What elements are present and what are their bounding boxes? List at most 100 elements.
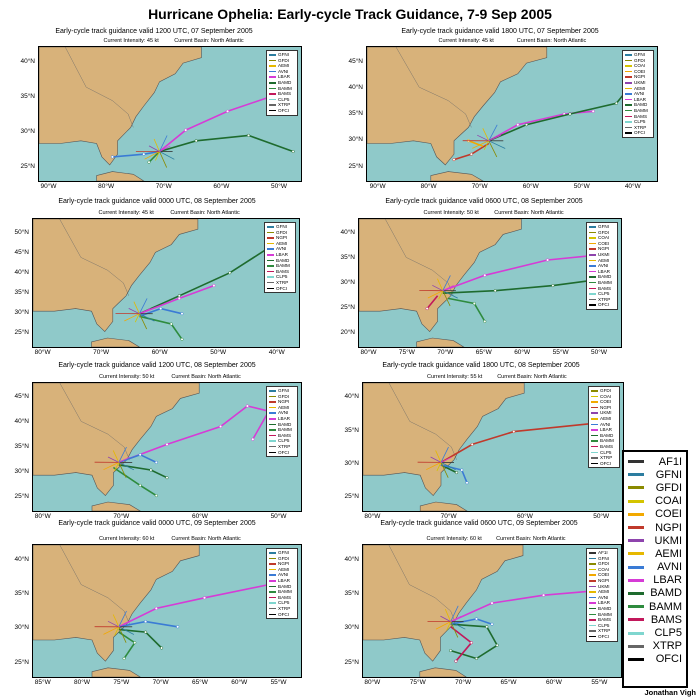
legend-label: NGPI [600,404,612,410]
panel-legend-item: XTRP [625,125,651,131]
panel-legend-item: GFNI [269,52,295,58]
track-point [425,307,429,311]
legend-label: OFCI [278,107,289,113]
panel-legend: GFNI GFDI AEMI AVNI LBAR BAMD BAMM BAMS CLP5 XTRP… [266,50,298,116]
legend-item: NGPI [628,521,682,534]
legend-label: NGPI [276,235,288,241]
legend-label: NGPI [634,74,646,80]
legend-swatch [628,631,644,635]
land-cuba [419,667,467,677]
land-north-america [363,545,524,662]
track-panel: Early-cycle track guidance valid 0000 UT… [4,198,310,360]
cluster-track [118,610,127,627]
track-map: GFNI GFDI NGPI AEMI AVNI LBAR BAMD BAMM BAMS CLP5… [32,218,300,348]
panel-legend-item: COEI [625,69,651,75]
legend-label: BAMS [598,285,612,291]
panel-legend-item: BAMM [589,612,615,618]
panel-legend-item: OFCI [589,634,615,640]
state-border [388,383,457,460]
track-bamm [112,466,157,497]
panel-legend-item: NGPI [269,561,295,567]
legend-item: AF1I [628,455,682,468]
lat-tick-label: 30°N [14,468,29,476]
panel-legend-item: GFDI [625,58,651,64]
legend-label: OFCI [600,460,611,466]
panel-legend-item: XTRP [267,280,293,286]
lat-tick-label: 25°N [14,658,29,666]
legend-item: GFNI [628,468,682,481]
legend-label: UKMI [600,410,612,416]
cluster-track [440,456,452,463]
lon-tick-label: 60°W [514,349,531,356]
panel-legend-item: BAMS [591,444,617,450]
legend-label: COEI [598,240,610,246]
panel-legend-item: AVNI [267,246,293,252]
track-point [165,442,169,446]
cluster-track [139,308,151,315]
panel-legend-item: GFNI [625,52,651,58]
legend-swatch [589,259,596,262]
lon-tick-label: 70°W [437,349,454,356]
track-point [154,606,158,610]
legend-swatch [269,59,276,62]
lon-tick-label: 60°W [231,679,248,686]
cluster-track [442,290,458,299]
lon-tick-label: 65°W [475,349,492,356]
panel-title: Early-cycle track guidance valid 1200 UT… [58,362,256,369]
legend-swatch [628,591,644,595]
track-bamd [450,623,499,660]
cluster-track [440,462,449,478]
lon-tick-label: 55°W [552,349,569,356]
panel-legend-item: OFCI [625,130,651,136]
panel-legend-item: GFDI [269,58,295,64]
panel-legend-item: BAMD [267,258,293,264]
lon-tick-label: 50°W [271,183,288,190]
panel-basin: Current Basin: North Atlantic [170,210,240,216]
track-point [455,471,459,475]
legend-label: XTRP [278,605,291,611]
legend-label: GFDI [600,388,611,393]
legend-swatch [625,93,632,95]
legend-label: AVNI [634,91,645,97]
map-canvas [363,383,615,511]
legend-swatch [591,462,598,465]
track-point [470,442,474,446]
panel-intensity: Current Intensity: 60 kt [99,536,155,542]
cluster-track [438,290,444,300]
cluster-track [477,134,489,142]
cluster-track [114,626,120,636]
legend-label: LBAR [600,427,613,433]
track-point [472,301,476,306]
cluster-track [488,124,498,141]
land-cuba [91,337,140,347]
track-point [469,152,473,156]
lon-tick-label: 70°W [455,679,472,686]
panel-legend-item: LBAR [269,416,295,422]
legend-swatch [269,412,276,414]
legend-swatch [625,82,632,84]
land-north-america [39,47,202,166]
panel-legend-item: BAMS [267,269,293,275]
lat-tick-label: 25°N [14,329,29,337]
lon-tick-label: 60°W [522,183,539,190]
legend-swatch [267,265,274,267]
panel-legend-item: BAMS [589,286,615,292]
track-bamm [148,150,161,163]
lon-tick-label: 65°W [500,679,517,686]
land-north-america [359,219,522,333]
legend-label: NGPI [598,577,610,583]
track-point [202,596,207,600]
legend-label: UKMI [598,251,610,257]
legend-label: BAMM [598,611,612,617]
cluster-track [450,621,466,630]
legend-swatch [589,254,596,256]
legend-label: BAMM [598,279,612,285]
lat-tick-label: 40°N [20,58,35,66]
cluster-track [112,614,120,627]
lon-tick-label: 60°W [151,349,168,356]
legend-label: AEMI [276,240,288,246]
legend-label: OFCI [278,611,289,617]
panel-intensity: Current Intensity: 50 kt [423,210,479,216]
legend-label: NGPI [278,561,290,567]
panel-legend-item: BAMM [591,438,617,444]
